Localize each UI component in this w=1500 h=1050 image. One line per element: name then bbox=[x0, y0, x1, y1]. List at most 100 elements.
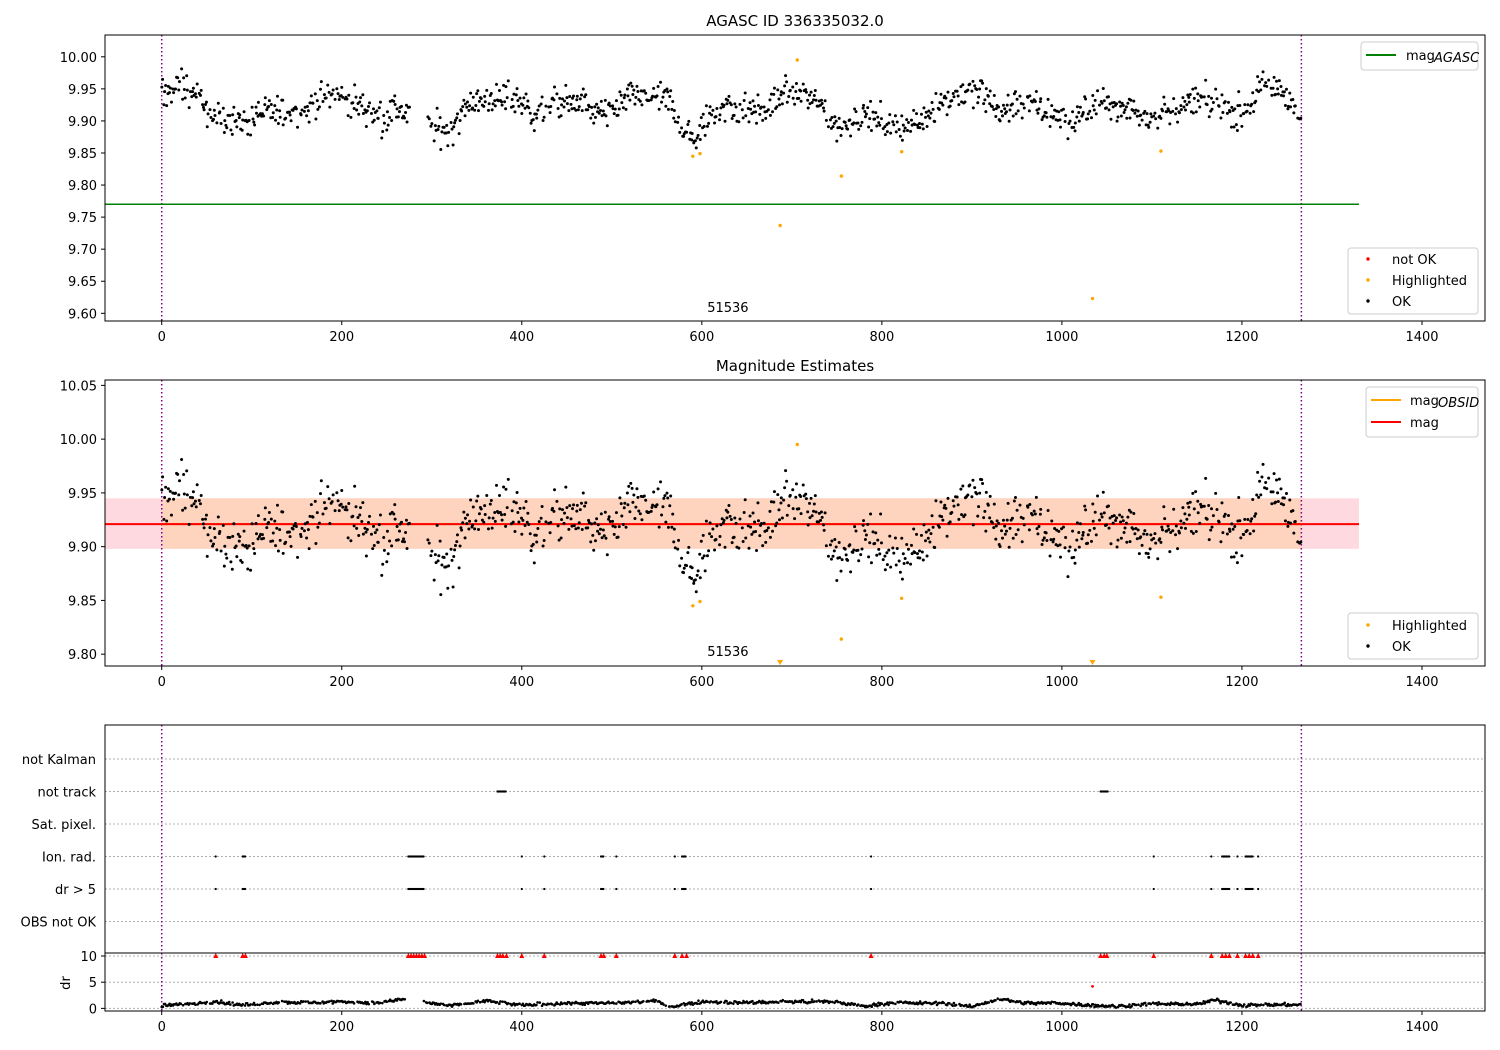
ok-point bbox=[1253, 514, 1257, 518]
ok-point bbox=[1061, 525, 1065, 529]
ok-point bbox=[708, 105, 712, 109]
ok-point bbox=[487, 102, 491, 106]
ok-point bbox=[924, 530, 928, 534]
ok-point bbox=[1264, 81, 1268, 85]
ok-point bbox=[1223, 100, 1227, 104]
ok-point bbox=[267, 99, 271, 103]
ok-point bbox=[580, 527, 584, 531]
ok-point bbox=[1140, 543, 1144, 547]
ok-point bbox=[584, 501, 588, 505]
ok-point bbox=[918, 121, 922, 125]
ok-point bbox=[568, 94, 572, 98]
ok-point bbox=[450, 127, 454, 131]
ok-point bbox=[1036, 111, 1040, 115]
ok-point bbox=[1256, 470, 1260, 474]
ok-point bbox=[1128, 540, 1132, 544]
dr-point bbox=[319, 1002, 322, 1005]
ok-point bbox=[782, 91, 786, 95]
ok-point bbox=[874, 111, 878, 115]
ok-point bbox=[975, 492, 979, 496]
ok-point bbox=[801, 483, 805, 487]
ok-point bbox=[635, 487, 639, 491]
ok-point bbox=[564, 83, 568, 87]
ok-point bbox=[474, 519, 478, 523]
ok-point bbox=[168, 86, 172, 90]
ok-point bbox=[574, 527, 578, 531]
ok-point bbox=[1149, 112, 1153, 116]
dr-point bbox=[1143, 1001, 1147, 1005]
ok-point bbox=[596, 106, 600, 110]
ok-point bbox=[1258, 479, 1262, 483]
ok-point bbox=[462, 98, 466, 102]
ok-point bbox=[1126, 515, 1130, 519]
ok-point bbox=[222, 131, 226, 135]
ok-point bbox=[526, 99, 530, 103]
flag-point bbox=[684, 855, 687, 858]
ok-point bbox=[373, 531, 377, 535]
ok-point bbox=[909, 543, 913, 547]
ok-point bbox=[903, 126, 907, 130]
ok-point bbox=[1229, 555, 1233, 559]
ok-point bbox=[762, 105, 766, 109]
ok-point bbox=[1003, 107, 1007, 111]
ok-point bbox=[973, 84, 977, 88]
y-tick-label: 9.85 bbox=[68, 594, 97, 609]
ok-point bbox=[540, 505, 544, 509]
ok-point bbox=[830, 116, 834, 120]
dr-point bbox=[792, 1001, 796, 1005]
ok-point bbox=[611, 104, 615, 108]
ok-point bbox=[794, 89, 798, 93]
legend-box bbox=[1360, 41, 1479, 71]
dr-point bbox=[253, 1003, 257, 1007]
dr-point bbox=[612, 1002, 616, 1005]
ok-point bbox=[837, 116, 841, 120]
ok-point bbox=[1225, 111, 1229, 115]
ok-point bbox=[816, 520, 820, 524]
dr-point bbox=[200, 1001, 204, 1005]
ok-point bbox=[838, 125, 842, 129]
ok-point bbox=[502, 83, 506, 87]
ok-point bbox=[883, 554, 887, 558]
flag-point bbox=[602, 887, 605, 891]
ok-point bbox=[925, 124, 929, 128]
ok-point bbox=[181, 97, 185, 101]
x-tick-label: 800 bbox=[869, 675, 894, 690]
ok-point bbox=[656, 487, 660, 491]
ok-point bbox=[1210, 96, 1214, 100]
flag-row-label: not Kalman bbox=[22, 753, 96, 768]
ok-point bbox=[1243, 103, 1247, 107]
ok-point bbox=[1211, 514, 1215, 518]
ok-point bbox=[1005, 103, 1009, 107]
ok-point bbox=[308, 514, 312, 518]
ok-point bbox=[1045, 115, 1049, 119]
ok-point bbox=[209, 115, 213, 119]
ok-point bbox=[455, 533, 459, 537]
ok-point bbox=[918, 549, 922, 553]
ok-point bbox=[740, 526, 744, 530]
ok-point bbox=[468, 104, 472, 108]
ok-point bbox=[875, 124, 879, 128]
ok-point bbox=[1131, 108, 1135, 112]
ok-point bbox=[299, 113, 303, 117]
ok-point bbox=[794, 81, 798, 85]
y-tick-label: 9.60 bbox=[68, 307, 97, 322]
x-tick-label: 1000 bbox=[1045, 1020, 1078, 1035]
ok-point bbox=[1276, 499, 1280, 503]
ok-point bbox=[1282, 496, 1286, 500]
ok-point bbox=[229, 128, 233, 132]
ok-point bbox=[819, 510, 823, 514]
ok-point bbox=[1220, 93, 1224, 97]
ok-point bbox=[230, 567, 234, 571]
ok-point bbox=[597, 532, 601, 536]
ok-point bbox=[1271, 86, 1275, 90]
ok-point bbox=[666, 90, 670, 94]
ok-point bbox=[577, 521, 581, 525]
ok-point bbox=[215, 121, 219, 125]
dr-point bbox=[951, 1004, 955, 1008]
dr-point bbox=[809, 1000, 813, 1004]
ok-point bbox=[366, 105, 370, 109]
ok-point bbox=[747, 546, 751, 550]
ok-point bbox=[1279, 84, 1283, 88]
ok-point bbox=[230, 132, 234, 136]
